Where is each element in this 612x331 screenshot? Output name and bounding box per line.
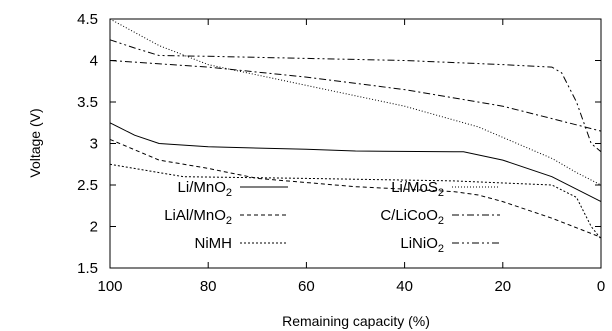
y-tick-label: 4.5 [77,11,98,28]
series-lines [109,18,602,240]
x-tick-label: 100 [97,278,122,295]
y-axis-title: Voltage (V) [27,108,43,177]
x-tick-label: 80 [200,278,217,295]
x-tick-label: 60 [298,278,315,295]
series-line-c-licoo [109,60,602,132]
ticks [109,18,602,269]
y-tick-label: 3 [90,136,98,153]
y-tick-label: 2 [90,219,98,236]
y-tick-label: 4 [90,53,98,70]
x-axis-title: Remaining capacity (%) [282,313,430,329]
legend-label: NiMH [195,235,233,252]
legend-label: LiAl/MnO2 [164,207,232,227]
legend-label: Li/MnO2 [178,179,232,199]
x-tick-label: 40 [396,278,413,295]
tick-labels: 100 80 60 40 20 0 1.5 2 2.5 3 3.5 4 4.5 [77,11,605,295]
series-line-lial-mno [109,138,602,238]
series-line-linio [109,39,602,153]
series-line-li-mno [109,122,602,203]
x-tick-label: 0 [597,278,605,295]
legend: Li/MnO2 LiAl/MnO2 NiMH Li/MoS2 C/LiCoO2 LiNiO… [164,179,500,255]
y-tick-label: 1.5 [77,260,98,277]
series-line-li-mos [109,18,602,186]
legend-label: LiNiO2 [400,235,444,255]
y-tick-label: 2.5 [77,177,98,194]
x-tick-label: 20 [494,278,511,295]
y-tick-label: 3.5 [77,94,98,111]
legend-label: C/LiCoO2 [380,207,444,227]
series-line-nimh [109,163,602,240]
legend-label: Li/MoS2 [391,179,444,199]
